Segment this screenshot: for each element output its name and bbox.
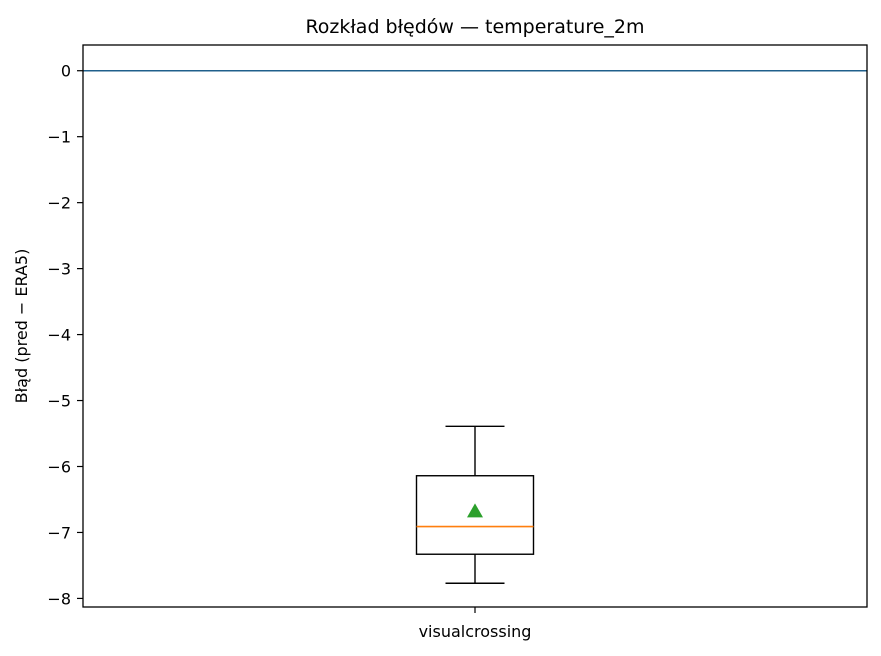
plot-frame	[82, 44, 868, 608]
y-tick-label: −4	[47, 326, 71, 345]
y-tick-label: −7	[47, 523, 71, 542]
y-tick-label: −2	[47, 194, 71, 213]
chart-title: Rozkład błędów — temperature_2m	[305, 16, 644, 38]
y-tick-label: −8	[47, 589, 71, 608]
y-tick-label: −6	[47, 458, 71, 477]
y-tick-label: −1	[47, 128, 71, 147]
y-axis-label: Błąd (pred − ERA5)	[12, 249, 31, 404]
y-tick-label: −3	[47, 260, 71, 279]
mean-marker	[467, 503, 483, 518]
x-tick-label: visualcrossing	[419, 622, 532, 641]
plot-area: 0 −1 −2 −3 −4 −5 −6 −7 −8 visualcrossing	[47, 62, 867, 641]
y-tick-label: 0	[61, 62, 71, 81]
iqr-box	[415, 475, 535, 555]
y-tick-label: −5	[47, 392, 71, 411]
